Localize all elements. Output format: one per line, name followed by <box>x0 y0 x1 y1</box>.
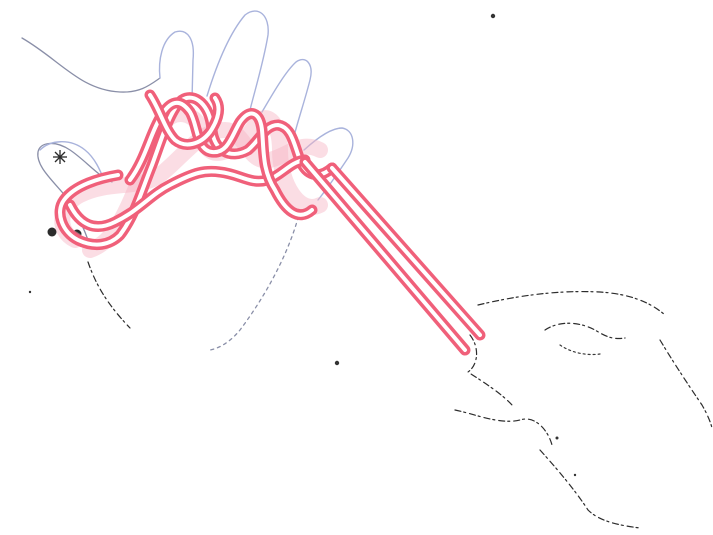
right-hand <box>454 290 713 529</box>
left-palm-right-edge <box>209 209 301 351</box>
asterisk-icon <box>53 150 67 164</box>
right-hand-thumb <box>466 334 513 406</box>
right-hand-lower-edge <box>539 449 641 529</box>
right-hand-top-edge <box>477 290 666 316</box>
right-hand-finger-fold <box>454 409 553 446</box>
right-finger-crease <box>559 344 601 356</box>
left-hand <box>21 10 354 351</box>
left-little-finger <box>158 30 195 101</box>
right-wrist-edge <box>659 339 713 429</box>
left-palm-lower-edge <box>87 261 131 329</box>
cord <box>54 89 486 356</box>
left-thumb-tip <box>39 141 106 183</box>
left-forearm-edge <box>21 37 161 93</box>
left-ring-finger <box>206 10 269 111</box>
left-middle-finger <box>261 58 312 141</box>
dot-icon <box>47 227 57 237</box>
scan-specks <box>28 13 577 477</box>
right-hand-knuckles <box>544 322 626 340</box>
